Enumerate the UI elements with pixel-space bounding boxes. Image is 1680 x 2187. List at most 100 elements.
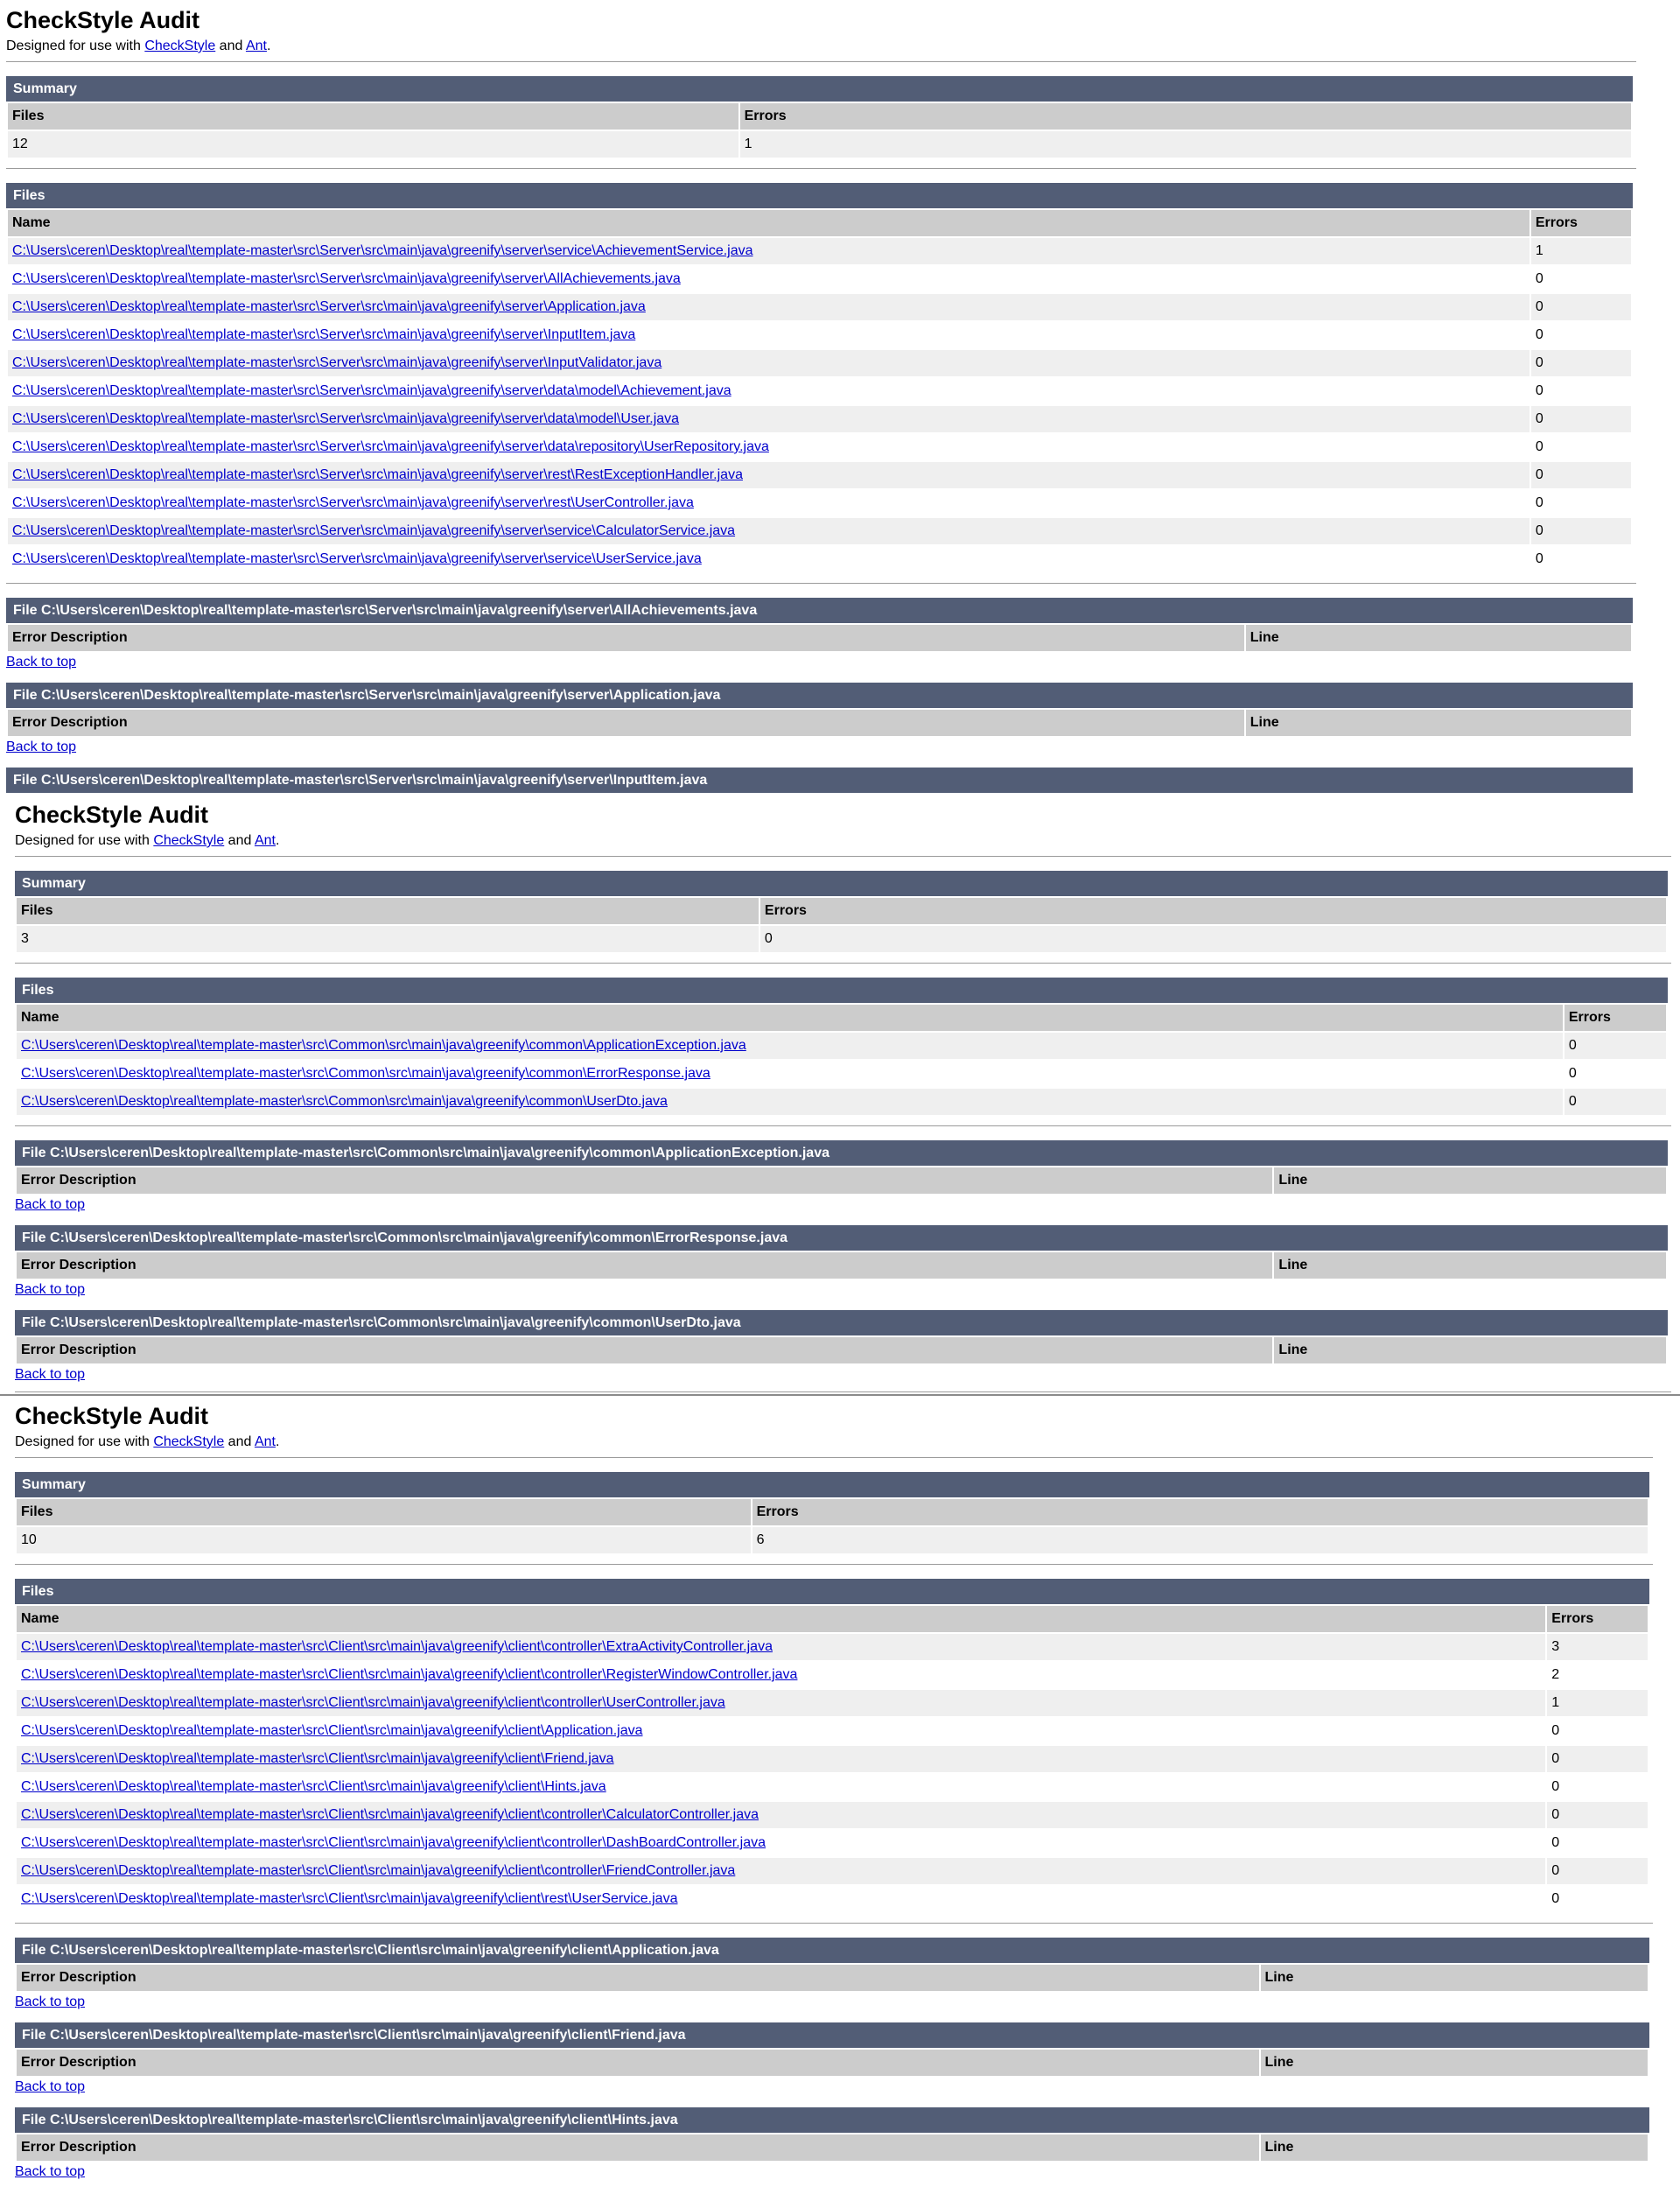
file-link[interactable]: C:\Users\ceren\Desktop\real\template-mas…	[21, 1751, 614, 1767]
checkstyle-link[interactable]: CheckStyle	[144, 39, 216, 54]
file-error-count: 0	[1530, 322, 1631, 349]
file-link[interactable]: C:\Users\ceren\Desktop\real\template-mas…	[21, 1695, 725, 1711]
back-to-top-link[interactable]: Back to top	[15, 1367, 86, 1383]
file-link[interactable]: C:\Users\ceren\Desktop\real\template-mas…	[12, 495, 694, 511]
col-line: Line	[1260, 1965, 1648, 1992]
file-link[interactable]: C:\Users\ceren\Desktop\real\template-mas…	[12, 439, 769, 455]
file-error-count: 0	[1530, 546, 1631, 573]
page-title: CheckStyle Audit	[6, 7, 200, 33]
back-to-top-link[interactable]: Back to top	[15, 2164, 86, 2180]
checkstyle-link[interactable]: CheckStyle	[153, 833, 225, 849]
col-error-description: Error Description	[17, 2050, 1259, 2077]
summary-errors-value: 6	[752, 1527, 1648, 1554]
file-link[interactable]: C:\Users\ceren\Desktop\real\template-mas…	[21, 1835, 766, 1851]
file-link[interactable]: C:\Users\ceren\Desktop\real\template-mas…	[21, 1723, 643, 1739]
file-error-count: 0	[1530, 490, 1631, 517]
file-section-header: File C:\Users\ceren\Desktop\real\templat…	[15, 1225, 1668, 1251]
file-link[interactable]: C:\Users\ceren\Desktop\real\template-mas…	[12, 411, 680, 427]
file-report-section: File C:\Users\ceren\Desktop\real\templat…	[15, 2022, 1680, 2095]
summary-files-value: 3	[17, 926, 759, 953]
summary-col-errors: Errors	[752, 1499, 1648, 1526]
file-path: C:\Users\ceren\Desktop\real\template-mas…	[41, 603, 758, 619]
summary-col-files: Files	[8, 103, 738, 130]
summary-header: Summary	[6, 76, 1633, 102]
ant-link[interactable]: Ant	[254, 1434, 276, 1450]
summary-row: 3 0	[17, 926, 1666, 953]
files-col-errors: Errors	[1564, 1005, 1666, 1032]
report-frame-server: CheckStyle Audit Designed for use with C…	[0, 0, 1680, 795]
file-link[interactable]: C:\Users\ceren\Desktop\real\template-mas…	[21, 1891, 678, 1907]
file-link[interactable]: C:\Users\ceren\Desktop\real\template-mas…	[12, 355, 662, 371]
file-row: C:\Users\ceren\Desktop\real\template-mas…	[17, 1089, 1666, 1116]
file-link[interactable]: C:\Users\ceren\Desktop\real\template-mas…	[12, 271, 681, 287]
ant-link[interactable]: Ant	[245, 39, 267, 54]
file-error-count: 0	[1547, 1746, 1648, 1773]
file-row: C:\Users\ceren\Desktop\real\template-mas…	[8, 350, 1631, 377]
file-sections: File C:\Users\ceren\Desktop\real\templat…	[6, 598, 1680, 795]
file-row: C:\Users\ceren\Desktop\real\template-mas…	[17, 1774, 1648, 1801]
checkstyle-link[interactable]: CheckStyle	[153, 1434, 225, 1450]
file-section-header: File C:\Users\ceren\Desktop\real\templat…	[6, 598, 1633, 624]
file-row: C:\Users\ceren\Desktop\real\template-mas…	[8, 406, 1631, 433]
file-report-section: File C:\Users\ceren\Desktop\real\templat…	[15, 1310, 1680, 1383]
file-row: C:\Users\ceren\Desktop\real\template-mas…	[17, 1033, 1666, 1060]
file-row: C:\Users\ceren\Desktop\real\template-mas…	[8, 546, 1631, 573]
error-table: Error Description Line	[15, 1963, 1649, 1993]
file-row: C:\Users\ceren\Desktop\real\template-mas…	[17, 1858, 1648, 1885]
col-line: Line	[1274, 1252, 1666, 1279]
file-link[interactable]: C:\Users\ceren\Desktop\real\template-mas…	[12, 383, 732, 399]
file-link[interactable]: C:\Users\ceren\Desktop\real\template-mas…	[12, 299, 646, 315]
file-prefix-label: File	[22, 1315, 51, 1331]
error-table: Error Description Line	[6, 708, 1633, 738]
back-to-top-link[interactable]: Back to top	[15, 2079, 86, 2095]
file-link[interactable]: C:\Users\ceren\Desktop\real\template-mas…	[12, 467, 743, 483]
file-link[interactable]: C:\Users\ceren\Desktop\real\template-mas…	[12, 243, 753, 259]
divider	[15, 1564, 1653, 1566]
file-error-count: 3	[1547, 1634, 1648, 1661]
file-error-count: 0	[1547, 1886, 1648, 1913]
file-prefix-label: File	[13, 603, 42, 619]
col-error-description: Error Description	[17, 1252, 1273, 1279]
divider	[6, 583, 1636, 585]
ant-link[interactable]: Ant	[254, 833, 276, 849]
file-link[interactable]: C:\Users\ceren\Desktop\real\template-mas…	[21, 1038, 746, 1054]
report-frame-common: CheckStyle Audit Designed for use with C…	[0, 795, 1680, 1394]
col-line: Line	[1274, 1337, 1666, 1364]
file-link[interactable]: C:\Users\ceren\Desktop\real\template-mas…	[21, 1863, 736, 1879]
file-report-section: File C:\Users\ceren\Desktop\real\templat…	[6, 683, 1680, 755]
file-sections: File C:\Users\ceren\Desktop\real\templat…	[15, 1938, 1680, 2180]
file-report-section: File C:\Users\ceren\Desktop\real\templat…	[15, 1225, 1680, 1298]
file-link[interactable]: C:\Users\ceren\Desktop\real\template-mas…	[21, 1779, 606, 1795]
file-error-count: 2	[1547, 1662, 1648, 1689]
summary-files-value: 10	[17, 1527, 751, 1554]
intro-and: and	[215, 39, 246, 54]
file-link[interactable]: C:\Users\ceren\Desktop\real\template-mas…	[21, 1639, 773, 1655]
file-report-section: File C:\Users\ceren\Desktop\real\templat…	[15, 1140, 1680, 1213]
file-row: C:\Users\ceren\Desktop\real\template-mas…	[8, 518, 1631, 545]
file-link[interactable]: C:\Users\ceren\Desktop\real\template-mas…	[12, 327, 636, 343]
back-to-top-link[interactable]: Back to top	[15, 1197, 86, 1213]
file-link[interactable]: C:\Users\ceren\Desktop\real\template-mas…	[21, 1094, 668, 1110]
col-line: Line	[1260, 2134, 1648, 2162]
file-error-count: 1	[1547, 1690, 1648, 1717]
file-link[interactable]: C:\Users\ceren\Desktop\real\template-mas…	[12, 523, 736, 539]
file-link[interactable]: C:\Users\ceren\Desktop\real\template-mas…	[21, 1807, 759, 1823]
back-to-top-link[interactable]: Back to top	[6, 655, 77, 670]
file-row: C:\Users\ceren\Desktop\real\template-mas…	[17, 1662, 1648, 1689]
divider	[15, 963, 1671, 964]
back-to-top-link[interactable]: Back to top	[15, 1994, 86, 2010]
back-to-top-link[interactable]: Back to top	[6, 740, 77, 755]
file-link[interactable]: C:\Users\ceren\Desktop\real\template-mas…	[21, 1667, 798, 1683]
col-error-description: Error Description	[8, 625, 1244, 652]
file-link[interactable]: C:\Users\ceren\Desktop\real\template-mas…	[21, 1066, 710, 1082]
file-error-count: 0	[1547, 1774, 1648, 1801]
file-prefix-label: File	[22, 1943, 51, 1959]
back-to-top-link[interactable]: Back to top	[15, 1282, 86, 1298]
file-prefix-label: File	[22, 2028, 51, 2043]
file-link[interactable]: C:\Users\ceren\Desktop\real\template-mas…	[12, 551, 702, 567]
file-section-header: File C:\Users\ceren\Desktop\real\templat…	[6, 768, 1633, 794]
file-row: C:\Users\ceren\Desktop\real\template-mas…	[8, 322, 1631, 349]
files-col-errors: Errors	[1530, 210, 1631, 237]
file-row: C:\Users\ceren\Desktop\real\template-mas…	[8, 462, 1631, 489]
file-section-header: File C:\Users\ceren\Desktop\real\templat…	[6, 683, 1633, 709]
